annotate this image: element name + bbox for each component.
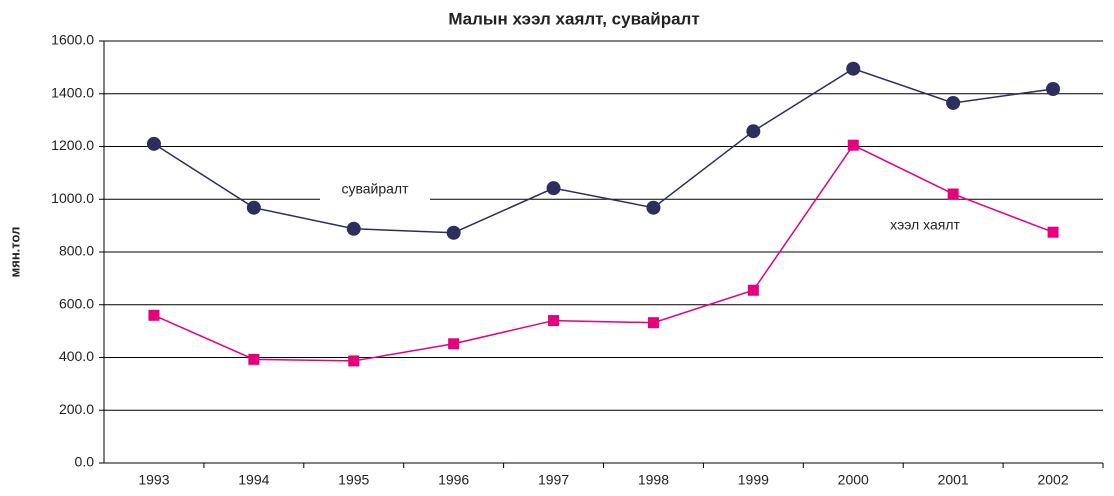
series-line bbox=[153, 144, 1054, 362]
data-point bbox=[148, 309, 160, 321]
data-point bbox=[246, 200, 261, 215]
x-tick-label: 2001 bbox=[938, 472, 969, 488]
series-label-bg bbox=[320, 179, 430, 201]
x-tick-label: 1993 bbox=[138, 472, 169, 488]
y-tick-label: 0.0 bbox=[75, 454, 95, 470]
data-point bbox=[1047, 226, 1059, 238]
series-label-bg bbox=[870, 215, 980, 237]
series-label: хээл хаялт bbox=[890, 217, 960, 233]
y-tick-label: 400.0 bbox=[59, 348, 94, 364]
x-tick-label: 2002 bbox=[1037, 472, 1068, 488]
y-tick-label: 600.0 bbox=[59, 295, 94, 311]
x-tick-label: 1994 bbox=[238, 472, 269, 488]
data-point bbox=[248, 353, 260, 365]
x-tick-label: 2000 bbox=[838, 472, 869, 488]
data-point bbox=[946, 95, 961, 110]
data-point bbox=[146, 136, 161, 151]
data-point bbox=[847, 139, 859, 151]
data-point bbox=[548, 315, 560, 327]
x-tick-label: 1997 bbox=[538, 472, 569, 488]
chart-title: Малын хээл хаялт, сувайралт bbox=[448, 9, 699, 28]
x-tick-label: 1995 bbox=[338, 472, 369, 488]
y-tick-label: 1200.0 bbox=[51, 137, 94, 153]
y-axis-label: мян.тол bbox=[7, 227, 22, 278]
data-point bbox=[346, 221, 361, 236]
x-tick-label: 1996 bbox=[438, 472, 469, 488]
y-tick-label: 1000.0 bbox=[51, 190, 94, 206]
series-line bbox=[153, 67, 1054, 234]
data-point bbox=[746, 124, 761, 139]
y-tick-label: 1600.0 bbox=[51, 32, 94, 48]
y-tick-label: 200.0 bbox=[59, 401, 94, 417]
x-tick-label: 1999 bbox=[738, 472, 769, 488]
data-point bbox=[448, 338, 460, 350]
data-point bbox=[647, 317, 659, 329]
data-point bbox=[546, 181, 561, 196]
data-point bbox=[846, 61, 861, 76]
x-tick-label: 1998 bbox=[638, 472, 669, 488]
data-point bbox=[446, 225, 461, 240]
y-tick-label: 1400.0 bbox=[51, 84, 94, 100]
data-point bbox=[1046, 82, 1061, 97]
data-point bbox=[947, 188, 959, 200]
data-point bbox=[348, 355, 360, 367]
data-point bbox=[747, 284, 759, 296]
series-label: сувайралт bbox=[341, 181, 409, 197]
y-tick-label: 800.0 bbox=[59, 243, 94, 259]
data-point bbox=[646, 200, 661, 215]
